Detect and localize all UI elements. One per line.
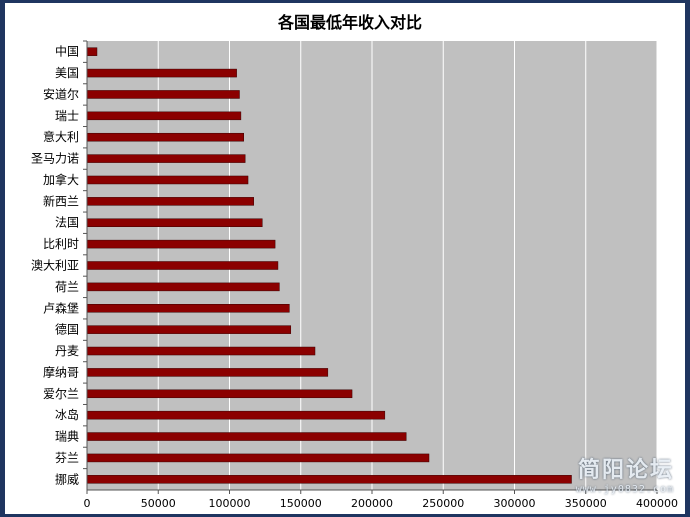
bar [86, 197, 254, 206]
category-label: 安道尔 [43, 86, 79, 101]
category-label: 澳大利亚 [31, 259, 79, 273]
bar [86, 432, 407, 441]
category-label: 圣马力诺 [31, 152, 79, 166]
bar [86, 453, 430, 463]
category-label: 冰岛 [55, 407, 79, 422]
category-label: 加拿大 [43, 172, 79, 187]
x-tick-label: 150000 [280, 497, 322, 510]
category-label: 卢森堡 [43, 300, 79, 315]
bar [86, 261, 279, 270]
category-label: 瑞典 [55, 430, 79, 444]
x-tick-label: 100000 [209, 497, 251, 510]
bar [86, 218, 263, 227]
category-label: 芬兰 [55, 451, 79, 465]
x-tick-label: 400000 [636, 497, 678, 510]
watermark-url: www.jy0832.com [575, 484, 674, 495]
category-label: 摩纳哥 [43, 364, 79, 379]
bar [86, 368, 329, 377]
watermark-main: 简阳论坛 [577, 458, 674, 483]
bar [86, 111, 242, 121]
bar [86, 304, 290, 313]
category-label: 新西兰 [43, 193, 79, 208]
x-tick-label: 250000 [422, 497, 464, 510]
x-tick-label: 50000 [141, 497, 176, 510]
category-label: 法国 [55, 216, 79, 230]
bar [86, 175, 249, 185]
bar [86, 68, 237, 78]
bar [86, 410, 386, 420]
bar [86, 132, 244, 142]
bar [86, 389, 353, 399]
bar [86, 239, 276, 249]
x-tick-label: 300000 [494, 497, 536, 510]
x-tick-label: 200000 [351, 497, 393, 510]
x-tick-label: 350000 [565, 497, 607, 510]
chart-title: 各国最低年收入对比 [277, 13, 422, 32]
bar [86, 90, 240, 99]
watermark: 简阳论坛 www.jy0832.com [576, 452, 674, 495]
category-label: 中国 [55, 44, 79, 59]
bar [86, 346, 316, 356]
category-label: 美国 [55, 66, 79, 80]
chart-panel: 各国最低年收入对比 中国美国安道尔瑞士意大利圣马力诺加拿大新西兰法国比利时澳大利… [5, 3, 685, 514]
category-label: 挪威 [55, 472, 79, 486]
x-tick-label: 0 [84, 497, 91, 510]
bar-chart: 各国最低年收入对比 中国美国安道尔瑞士意大利圣马力诺加拿大新西兰法国比利时澳大利… [31, 13, 678, 510]
category-label: 荷兰 [55, 280, 79, 294]
category-label: 意大利 [43, 129, 79, 144]
category-label: 爱尔兰 [43, 386, 79, 401]
category-label: 德国 [55, 322, 79, 337]
category-label: 丹麦 [55, 344, 79, 358]
bar [86, 325, 292, 334]
bar [86, 47, 98, 56]
category-label: 比利时 [43, 237, 79, 251]
category-label: 瑞士 [55, 109, 79, 123]
bar [86, 475, 572, 484]
bar [86, 154, 246, 163]
bar [86, 282, 280, 292]
